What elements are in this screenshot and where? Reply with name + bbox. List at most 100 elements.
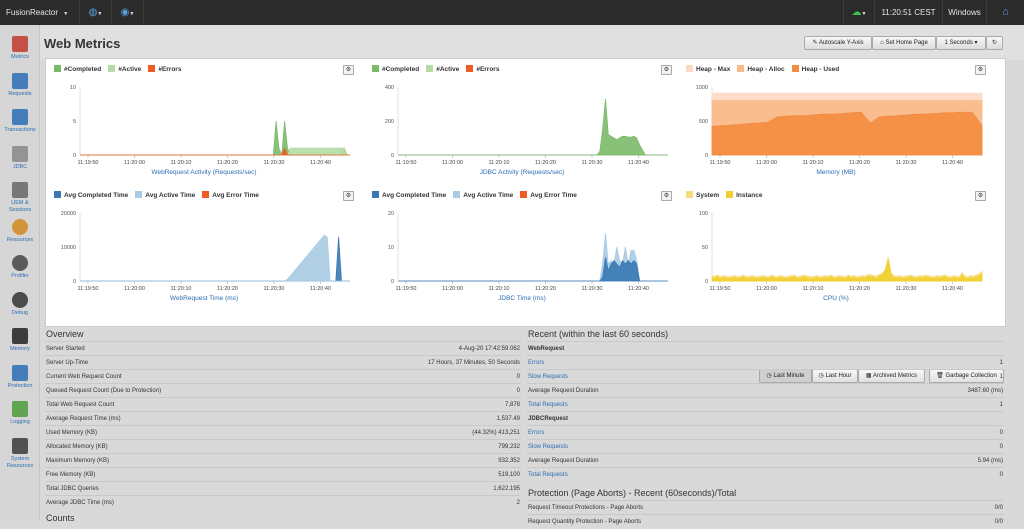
globe-menu[interactable]: ◉▼ [112, 0, 144, 25]
profiler-icon [12, 255, 28, 271]
overview-title: Overview [46, 329, 84, 339]
y-tick-label: 10 [388, 245, 394, 251]
series-area-instance [711, 259, 983, 282]
chart-title[interactable]: Memory (MB) [816, 169, 856, 176]
legend-item[interactable]: Avg Completed Time [372, 191, 446, 199]
chart-title[interactable]: WebRequest Time (ms) [169, 295, 239, 302]
nav-item-debug[interactable]: Debug [0, 289, 40, 325]
chart-settings-button[interactable]: ⚙ [661, 65, 672, 75]
set-home-label: Set Home Page [885, 40, 928, 46]
x-tick-label: 11:20:20 [849, 286, 870, 292]
row-label[interactable]: Errors [528, 430, 545, 436]
row-label: Total Web Request Count [46, 402, 115, 408]
row-label: Server Started [46, 346, 85, 352]
refresh-button[interactable]: ↻ [986, 36, 1003, 50]
nav-item-logging[interactable]: Logging [0, 398, 40, 434]
table-row[interactable]: Total Requests 1 [527, 397, 1004, 411]
nav-item-system-resources[interactable]: System Resources [0, 435, 40, 471]
chart-title[interactable]: CPU (%) [823, 295, 849, 302]
autoscale-label: Autoscale Y-Axis [818, 40, 864, 46]
legend-item[interactable]: Avg Active Time [453, 191, 513, 199]
nav-item-resources[interactable]: Resources [0, 216, 40, 252]
legend-item[interactable]: Avg Completed Time [54, 191, 128, 199]
chart-title[interactable]: JDBC Activity (Requests/sec) [479, 169, 565, 176]
series-area-avg-active-time [80, 234, 350, 282]
table-row[interactable]: Slow Requests 1 [527, 369, 1004, 383]
row-label[interactable]: Total Requests [528, 402, 568, 408]
table-row[interactable]: Slow Requests 0 [527, 439, 1004, 453]
table-row[interactable]: Errors 1 [527, 355, 1004, 369]
nav-item-memory[interactable]: Memory [0, 325, 40, 361]
chart-settings-button[interactable]: ⚙ [343, 65, 354, 75]
row-label: Average JDBC Time (ms) [46, 500, 114, 506]
legend-item[interactable]: Heap - Max [686, 65, 730, 73]
chart-2: Heap - Max Heap - Alloc Heap - Used ⚙ 1000 50… [686, 65, 986, 189]
row-label[interactable]: Slow Requests [528, 374, 569, 380]
chart-legend: #Completed #Active #Errors [54, 65, 188, 77]
brand-label: FusionReactor [6, 8, 59, 17]
y-tick-label: 200 [385, 119, 394, 125]
legend-item[interactable]: Avg Error Time [520, 191, 577, 199]
row-label[interactable]: Errors [528, 360, 545, 366]
legend-swatch [54, 191, 61, 198]
interval-dropdown[interactable]: 1 Seconds ▾ [936, 36, 986, 50]
home-button[interactable]: ⌂ [987, 0, 1024, 25]
x-tick-label: 11:19:50 [395, 160, 416, 166]
row-label[interactable]: Total Requests [528, 472, 568, 478]
legend-item[interactable]: Heap - Alloc [737, 65, 785, 73]
chart-title[interactable]: JDBC Time (ms) [498, 295, 546, 302]
nav-item-protection[interactable]: Protection [0, 362, 40, 398]
legend-item[interactable]: System [686, 191, 719, 199]
requests-icon [12, 72, 28, 89]
brand-menu[interactable]: FusionReactor ▼ [0, 0, 80, 25]
legend-item[interactable]: #Active [426, 65, 459, 73]
y-tick-label: 400 [385, 85, 394, 91]
nav-item-metrics[interactable]: Metrics [0, 33, 40, 69]
cloud-status[interactable]: ☁▼ [843, 0, 875, 25]
row-label[interactable]: Slow Requests [528, 444, 569, 450]
chat-menu[interactable]: ◍▼ [80, 0, 112, 25]
y-tick-label: 10000 [61, 245, 76, 251]
chart-legend: Avg Completed Time Avg Active Time Avg Err… [54, 191, 266, 203]
legend-item[interactable]: #Active [108, 65, 141, 73]
chart-settings-button[interactable]: ⚙ [661, 191, 672, 201]
autoscale-y-axis-button[interactable]: ✎ Autoscale Y-Axis [804, 36, 872, 50]
x-tick-label: 11:20:10 [802, 160, 823, 166]
chart-title[interactable]: WebRequest Activity (Requests/sec) [151, 169, 257, 176]
clock-icon: ◷ [766, 373, 772, 379]
legend-item[interactable]: #Errors [466, 65, 499, 73]
legend-item[interactable]: #Completed [372, 65, 419, 73]
gear-icon: ⚙ [663, 67, 670, 73]
x-tick-label: 11:20:00 [442, 160, 463, 166]
last-hour-label: Last Hour [825, 373, 852, 379]
row-label: Request Quantity Protection - Page Abort… [528, 519, 642, 525]
chart-settings-button[interactable]: ⚙ [975, 191, 986, 201]
table-row[interactable]: Errors 0 [527, 425, 1004, 439]
table-row[interactable]: Total Requests 0 [527, 467, 1004, 481]
nav-item-requests[interactable]: Requests [0, 70, 40, 106]
legend-item[interactable]: Avg Error Time [202, 191, 259, 199]
y-tick-label: 0 [705, 153, 708, 159]
jdbc-icon [12, 145, 28, 162]
nav-item-transactions[interactable]: Transactions [0, 106, 40, 142]
table-row: Total Web Request Count 7,878 [45, 397, 521, 411]
x-tick-label: 11:20:00 [124, 286, 145, 292]
x-tick-label: 11:20:20 [217, 286, 238, 292]
nav-item-profiler[interactable]: Profiler [0, 252, 40, 288]
x-tick-label: 11:20:40 [942, 160, 963, 166]
gear-icon: ⚙ [977, 67, 984, 73]
chart-settings-button[interactable]: ⚙ [343, 191, 354, 201]
legend-item[interactable]: Instance [726, 191, 763, 199]
series-area--completed [398, 98, 668, 156]
x-tick-label: 11:20:10 [170, 286, 191, 292]
nav-item-jdbc[interactable]: JDBC [0, 143, 40, 179]
y-tick-label: 500 [699, 119, 708, 125]
chart-settings-button[interactable]: ⚙ [975, 65, 986, 75]
legend-item[interactable]: Heap - Used [791, 65, 839, 73]
set-home-page-button[interactable]: ⌂ Set Home Page [872, 36, 936, 50]
nav-item-uem-sessions[interactable]: UEM & Sessions [0, 179, 40, 215]
legend-item[interactable]: #Completed [54, 65, 101, 73]
legend-item[interactable]: #Errors [148, 65, 181, 73]
legend-item[interactable]: Avg Active Time [135, 191, 195, 199]
row-value: 2 [516, 500, 520, 506]
